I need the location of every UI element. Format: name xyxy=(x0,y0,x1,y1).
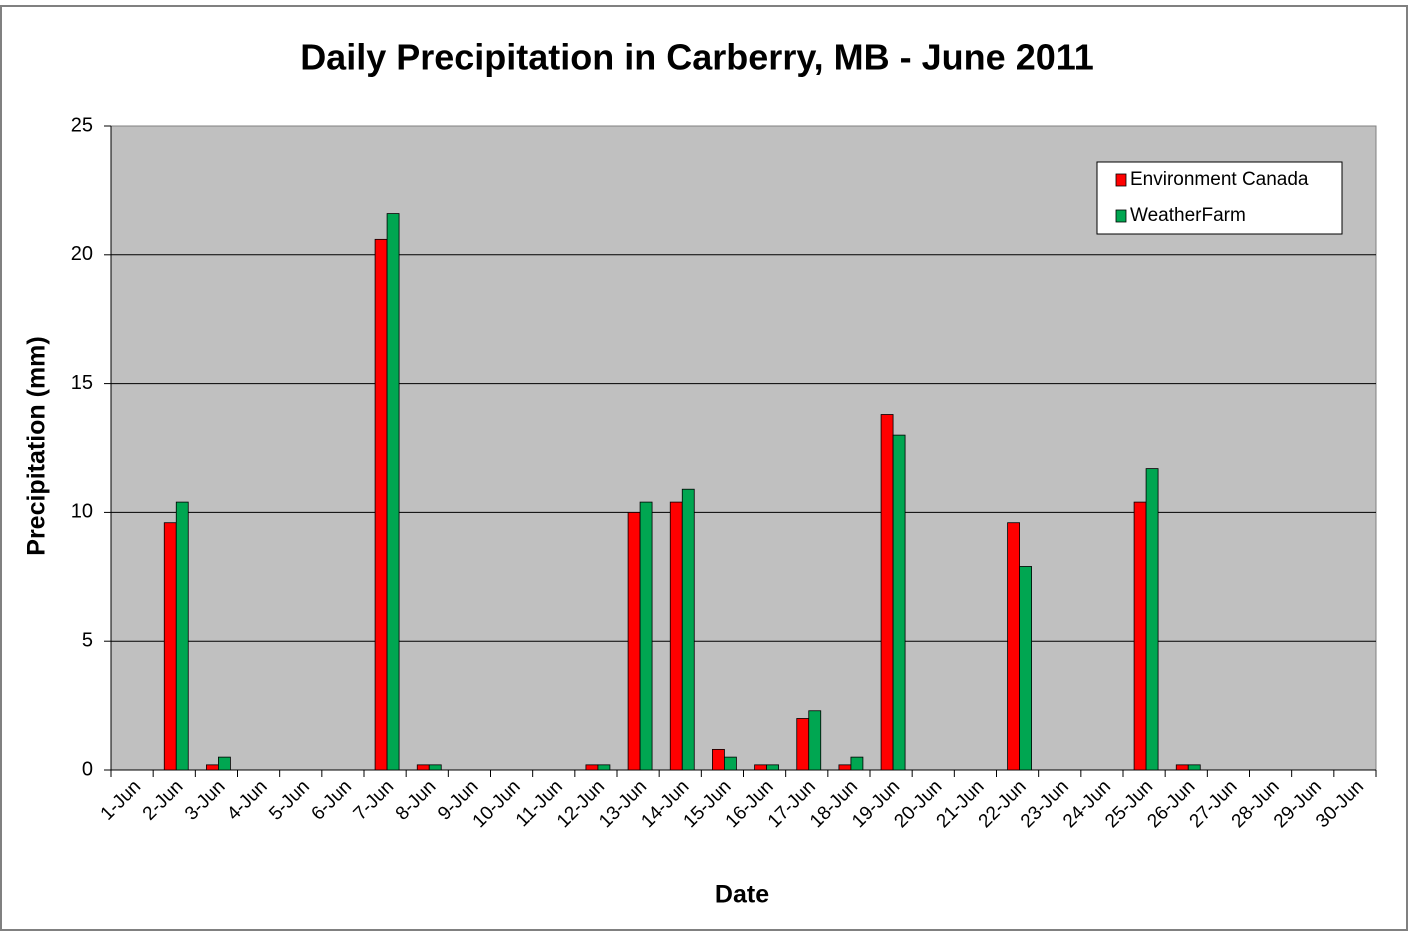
bar xyxy=(585,764,599,771)
bar xyxy=(1007,522,1020,771)
legend-box xyxy=(1096,161,1343,235)
bar xyxy=(627,512,641,771)
y-tick-label: 15 xyxy=(71,372,93,394)
bar xyxy=(850,756,864,771)
bar xyxy=(808,710,822,771)
bar xyxy=(1145,468,1159,771)
legend-swatch xyxy=(1115,209,1127,223)
bar xyxy=(712,748,725,771)
bar xyxy=(1133,501,1147,771)
x-axis-title: Date xyxy=(715,881,769,909)
bar xyxy=(754,764,767,771)
bar xyxy=(639,501,653,771)
legend-swatch xyxy=(1115,173,1127,187)
bar xyxy=(374,238,388,771)
bar xyxy=(416,764,430,771)
legend-label: Environment Canada xyxy=(1130,169,1309,190)
bar xyxy=(1187,764,1201,771)
bar xyxy=(880,414,894,771)
legend-label: WeatherFarm xyxy=(1130,205,1246,226)
bar xyxy=(597,764,611,771)
bar xyxy=(428,764,442,771)
y-axis-title: Precipitation (mm) xyxy=(23,336,51,555)
bar xyxy=(163,522,177,771)
bar xyxy=(218,756,231,771)
y-tick-label: 20 xyxy=(71,243,93,265)
bar xyxy=(1019,566,1032,771)
bar xyxy=(1175,764,1189,771)
bar xyxy=(669,501,683,771)
bar xyxy=(724,756,737,771)
chart-title: Daily Precipitation in Carberry, MB - Ju… xyxy=(300,37,1094,78)
bar xyxy=(892,434,906,771)
bar xyxy=(175,501,189,771)
y-tick-label: 25 xyxy=(71,114,93,136)
bar xyxy=(206,764,219,771)
bar xyxy=(766,764,779,771)
bar xyxy=(796,718,810,771)
bar xyxy=(386,213,400,771)
bar xyxy=(681,488,695,771)
y-tick-label: 10 xyxy=(71,501,93,523)
y-tick-label: 0 xyxy=(82,758,93,780)
y-tick-label: 5 xyxy=(82,629,93,651)
bar xyxy=(838,764,852,771)
